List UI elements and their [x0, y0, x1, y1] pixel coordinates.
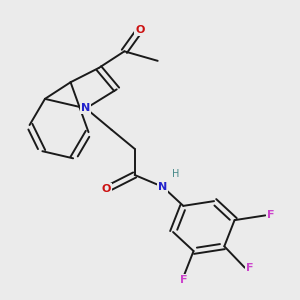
Text: F: F [246, 263, 254, 273]
Text: F: F [267, 210, 274, 220]
Text: N: N [81, 103, 91, 113]
Text: O: O [102, 184, 111, 194]
Text: F: F [180, 274, 187, 285]
Text: N: N [158, 182, 167, 192]
Text: O: O [135, 25, 144, 35]
Text: H: H [172, 169, 179, 179]
